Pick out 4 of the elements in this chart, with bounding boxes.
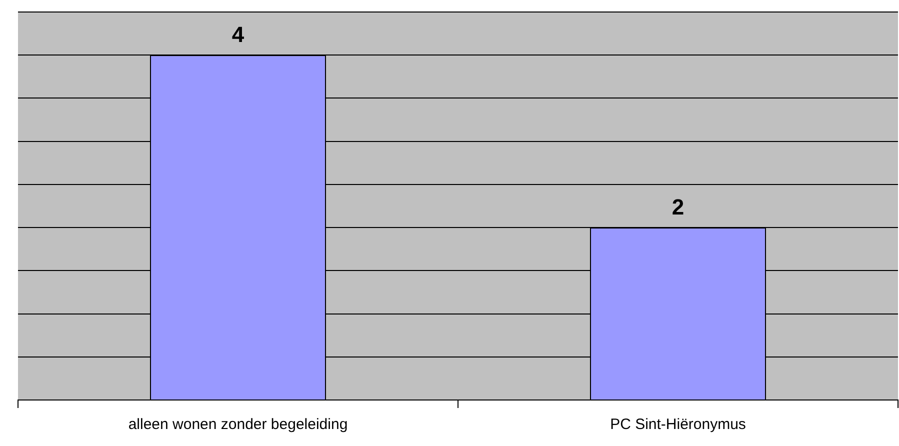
x-tick-label: alleen wonen zonder begeleiding <box>128 416 348 434</box>
data-label: 4 <box>232 22 245 48</box>
x-tick-label: PC Sint-Hiëronymus <box>610 416 746 434</box>
data-label: 2 <box>672 194 684 220</box>
